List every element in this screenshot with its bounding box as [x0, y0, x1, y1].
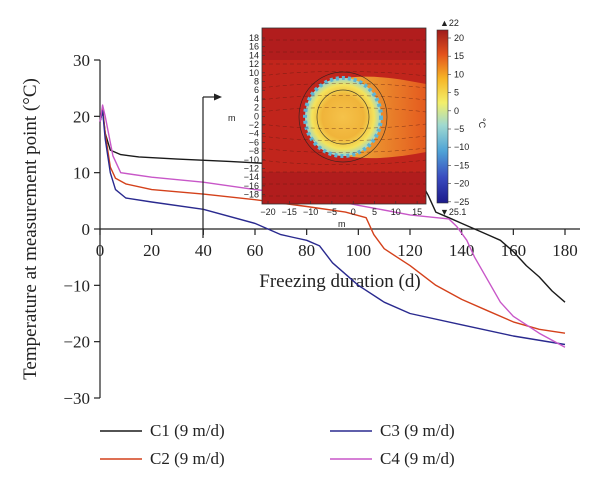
inset-isotherm	[261, 135, 427, 141]
legend-label-c1: C1 (9 m/d)	[150, 421, 225, 440]
inset-y-tick-label: 10	[249, 68, 259, 78]
y-tick-label: 20	[73, 107, 90, 126]
colorbar-tick-label: 0	[454, 106, 459, 116]
y-tick-label: 10	[73, 164, 90, 183]
y-tick-label: −10	[63, 276, 90, 295]
x-tick-label: 120	[397, 241, 423, 260]
inset-y-tick-label: −10	[244, 155, 259, 165]
inset-contours	[261, 39, 427, 197]
colorbar-top-label: ▲22	[440, 18, 459, 28]
y-tick-label: −30	[63, 389, 90, 408]
x-tick-label: 60	[247, 241, 264, 260]
series-line-c2	[99, 107, 566, 334]
inset-y-tick-label: 4	[254, 94, 259, 104]
inset-isotherm	[261, 71, 427, 77]
inset-x-tick-label: 0	[351, 207, 356, 217]
x-tick-label: 180	[552, 241, 578, 260]
inset-pointer-arrow	[202, 93, 222, 238]
legend-label-c4: C4 (9 m/d)	[380, 449, 455, 468]
inset-y-tick-label: −18	[244, 190, 259, 200]
colorbar	[436, 29, 449, 204]
colorbar-tick-label: 20	[454, 33, 464, 43]
inset-isotherm	[261, 159, 427, 165]
colorbar-tick-label: 10	[454, 69, 464, 79]
inset-x-tick-label: 10	[391, 207, 401, 217]
colorbar-tick-label: −25	[454, 197, 469, 207]
inset-y-tick-label: 0	[254, 111, 259, 121]
inset-frozen-core	[305, 78, 381, 156]
inset-x-tick-label: −15	[282, 207, 297, 217]
inset-isotherm	[261, 107, 427, 113]
x-tick-label: 40	[195, 241, 212, 260]
colorbar-tick-label: 15	[454, 51, 464, 61]
inset-y-tick-label: −6	[249, 137, 259, 147]
inset-y-tick-label: −8	[249, 146, 259, 156]
y-tick-label: 0	[82, 220, 91, 239]
inset-x-tick-label: −20	[260, 207, 275, 217]
inset-x-tick-label: 5	[372, 207, 377, 217]
y-tick-label: −20	[63, 333, 90, 352]
series-line-c4	[99, 104, 566, 348]
inset-y-tick-label: 6	[254, 85, 259, 95]
inset-isotherm	[261, 95, 427, 101]
inset-y-tick-label: 12	[249, 59, 259, 69]
inset-x-axis-label: m	[338, 219, 346, 229]
colorbar-tick-label: −15	[454, 160, 469, 170]
legend: C1 (9 m/d) C3 (9 m/d) C2 (9 m/d) C4 (9 m/d)	[100, 421, 455, 468]
inset-y-tick-label: 16	[249, 42, 259, 52]
series-line-c3	[99, 110, 566, 346]
inset-y-axis-label: m	[228, 113, 236, 123]
colorbar-tick-label: −10	[454, 142, 469, 152]
inset-y-tick-label: −12	[244, 164, 259, 174]
inset-y-tick-label: 18	[249, 33, 259, 43]
y-axis-label: Temperature at measurement point (°C)	[20, 78, 41, 380]
inset-isotherm	[261, 123, 427, 129]
inset-y-tick-label: −16	[244, 181, 259, 191]
colorbar-ticks: 20 15 10 5 0 −5 −10 −15 −20 −25	[448, 33, 469, 207]
inset-frozen-wall	[303, 76, 383, 158]
inset-x-tick-label: −5	[327, 207, 337, 217]
colorbar-tick-label: −5	[454, 124, 464, 134]
x-tick-label: 140	[449, 241, 475, 260]
x-tick-label: 100	[346, 241, 372, 260]
inset-x-ticks: −20 −15 −10 −5 0 5 10 15	[260, 201, 422, 217]
inset-y-tick-label: 2	[254, 103, 259, 113]
colorbar-bottom-label: ▼25.1	[440, 207, 466, 217]
colorbar-unit: °C	[477, 118, 487, 129]
legend-label-c2: C2 (9 m/d)	[150, 449, 225, 468]
x-tick-label: 80	[298, 241, 315, 260]
inset-y-tick-label: −4	[249, 129, 259, 139]
x-axis-label: Freezing duration (d)	[259, 271, 420, 292]
inset-y-tick-label: 8	[254, 77, 259, 87]
y-tick-label: 30	[73, 51, 90, 70]
legend-label-c3: C3 (9 m/d)	[380, 421, 455, 440]
x-tick-label: 0	[96, 241, 105, 260]
inset-isotherm	[261, 83, 427, 89]
inset-y-tick-label: −14	[244, 172, 259, 182]
colorbar-tick-label: −20	[454, 179, 469, 189]
inset-x-tick-label: 15	[412, 207, 422, 217]
x-tick-label: 20	[143, 241, 160, 260]
inset-isotherm	[261, 147, 427, 153]
inset-isotherm-ring	[298, 71, 388, 163]
colorbar-tick-label: 5	[454, 88, 459, 98]
inset-y-tick-label: −2	[249, 120, 259, 130]
inset-y-tick-label: 14	[249, 50, 259, 60]
inset-x-tick-label: −10	[303, 207, 318, 217]
y-ticks: 30 20 10 0 −10 −20 −30	[63, 51, 100, 408]
inset-isotherm-ring	[316, 89, 370, 145]
